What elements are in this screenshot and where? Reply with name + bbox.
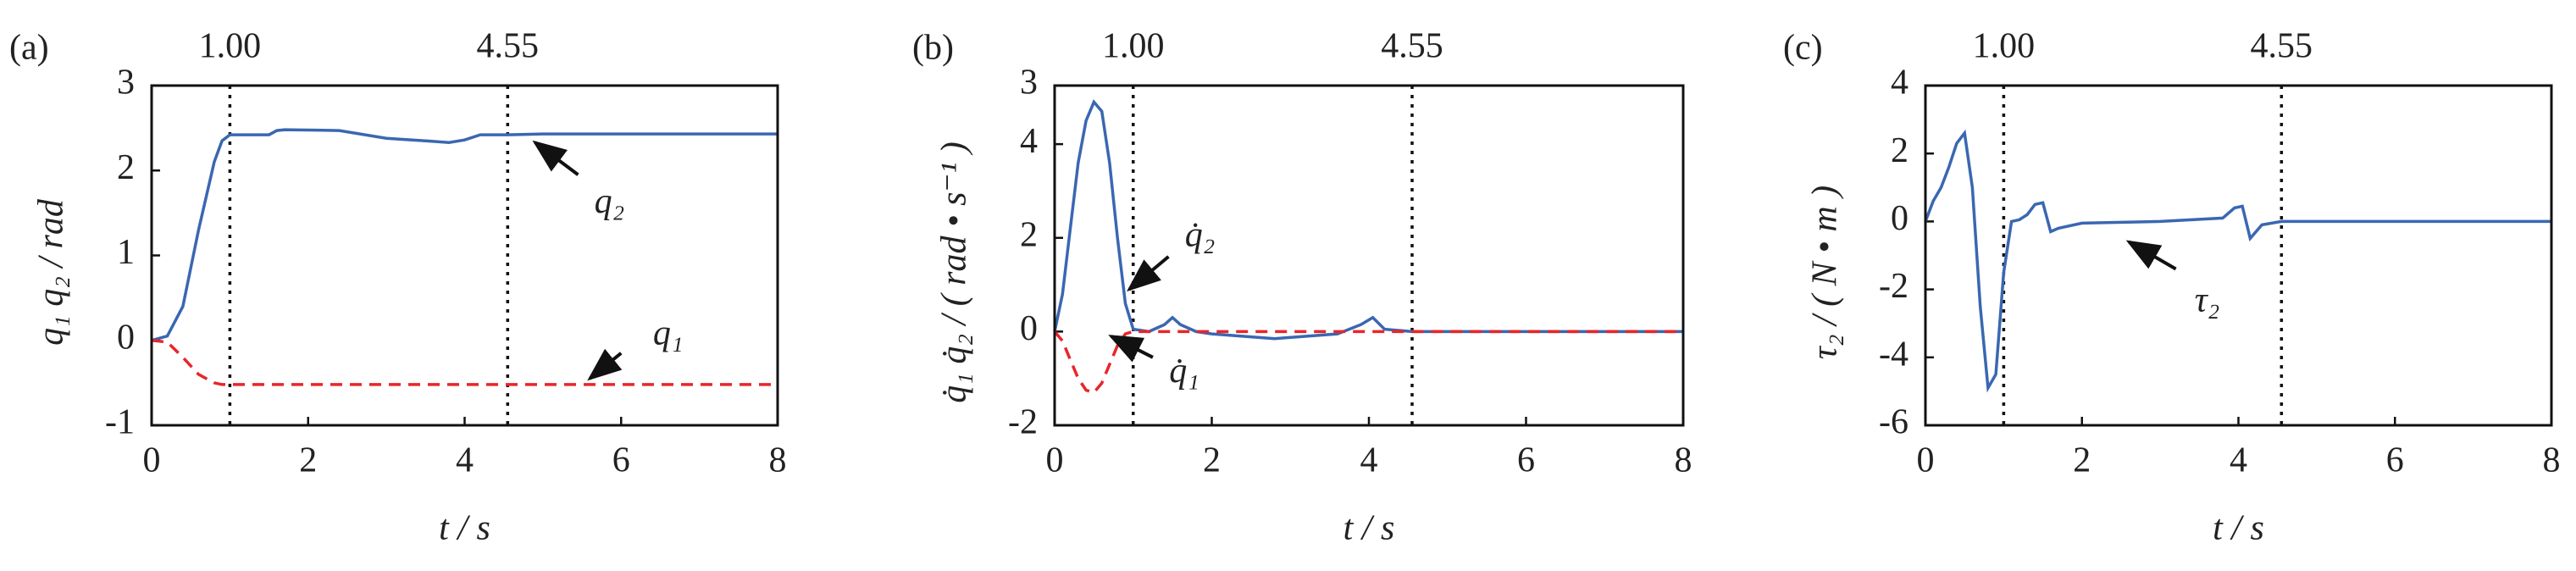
x-tick-label: 0 [1917, 441, 1935, 480]
series-label: q₁ [653, 313, 684, 352]
y-tick-label: 2 [1020, 215, 1038, 254]
panel-label: (c) [1783, 29, 1823, 68]
reference-label: 1.00 [199, 27, 262, 66]
reference-label: 4.55 [477, 27, 540, 66]
x-axis-label: t / s [2213, 509, 2264, 548]
reference-label: 1.00 [1102, 27, 1165, 66]
annotation-arrow [1127, 255, 1170, 292]
y-tick-label: 2 [1891, 131, 1908, 170]
x-tick-label: 4 [1360, 441, 1378, 480]
y-tick-label: 3 [117, 64, 135, 103]
series-label: q̇₂ [1185, 215, 1216, 254]
annotation-arrow [2125, 240, 2177, 271]
x-tick-label: 0 [1046, 441, 1064, 480]
y-tick-label: -1 [105, 403, 135, 442]
y-tick-label: -6 [1879, 403, 1908, 442]
x-tick-label: 8 [1675, 441, 1692, 480]
panel-label: (b) [912, 29, 954, 68]
series-label: τ₂ [2195, 280, 2220, 319]
y-tick-label: 0 [1020, 309, 1038, 348]
data-line [151, 128, 778, 342]
x-tick-label: 2 [299, 441, 317, 480]
x-tick-label: 6 [612, 441, 630, 480]
series-label: q̇₁ [1169, 352, 1199, 391]
y-axis-label: q̇₁ q̇₂ / ( rad • s⁻¹ ) [935, 141, 974, 403]
x-tick-label: 6 [2386, 441, 2404, 480]
annotation-arrow [532, 140, 579, 176]
plot-frame [150, 84, 779, 427]
panel-label: (a) [9, 29, 49, 68]
reference-label: 4.55 [1381, 27, 1443, 66]
x-axis-label: t / s [1343, 509, 1395, 548]
annotation-arrow [587, 348, 623, 381]
x-tick-label: 2 [2073, 441, 2091, 480]
y-tick-label: 1 [117, 233, 135, 272]
plot-frame [1053, 84, 1685, 427]
data-line [1924, 129, 2551, 393]
x-tick-label: 4 [2230, 441, 2247, 480]
data-line [1053, 330, 1683, 395]
x-tick-label: 6 [1517, 441, 1535, 480]
y-tick-label: 0 [117, 318, 135, 357]
x-tick-label: 2 [1203, 441, 1221, 480]
reference-label: 4.55 [2251, 27, 2313, 66]
data-line [151, 339, 778, 386]
x-axis-label: t / s [439, 509, 490, 548]
y-axis-label: q₁ q₂ / rad [32, 198, 71, 346]
x-tick-label: 0 [143, 441, 161, 480]
y-tick-label: -4 [1879, 335, 1908, 374]
y-tick-label: -2 [1879, 267, 1908, 306]
y-tick-label: -2 [1008, 403, 1038, 442]
annotation-arrow [1108, 335, 1154, 363]
x-tick-label: 8 [769, 441, 787, 480]
x-tick-label: 8 [2543, 441, 2561, 480]
y-tick-label: 0 [1891, 199, 1908, 238]
y-tick-label: 3 [1020, 64, 1038, 103]
data-line [1053, 99, 1683, 341]
y-tick-label: 4 [1020, 122, 1038, 161]
y-axis-label: τ₂ / ( N • m ) [1806, 186, 1845, 359]
reference-label: 1.00 [1973, 27, 2036, 66]
x-tick-label: 4 [456, 441, 474, 480]
plot-frame [1924, 84, 2553, 427]
y-tick-label: 2 [117, 148, 135, 187]
y-tick-label: 4 [1891, 64, 1908, 103]
series-label: q₂ [595, 182, 625, 221]
